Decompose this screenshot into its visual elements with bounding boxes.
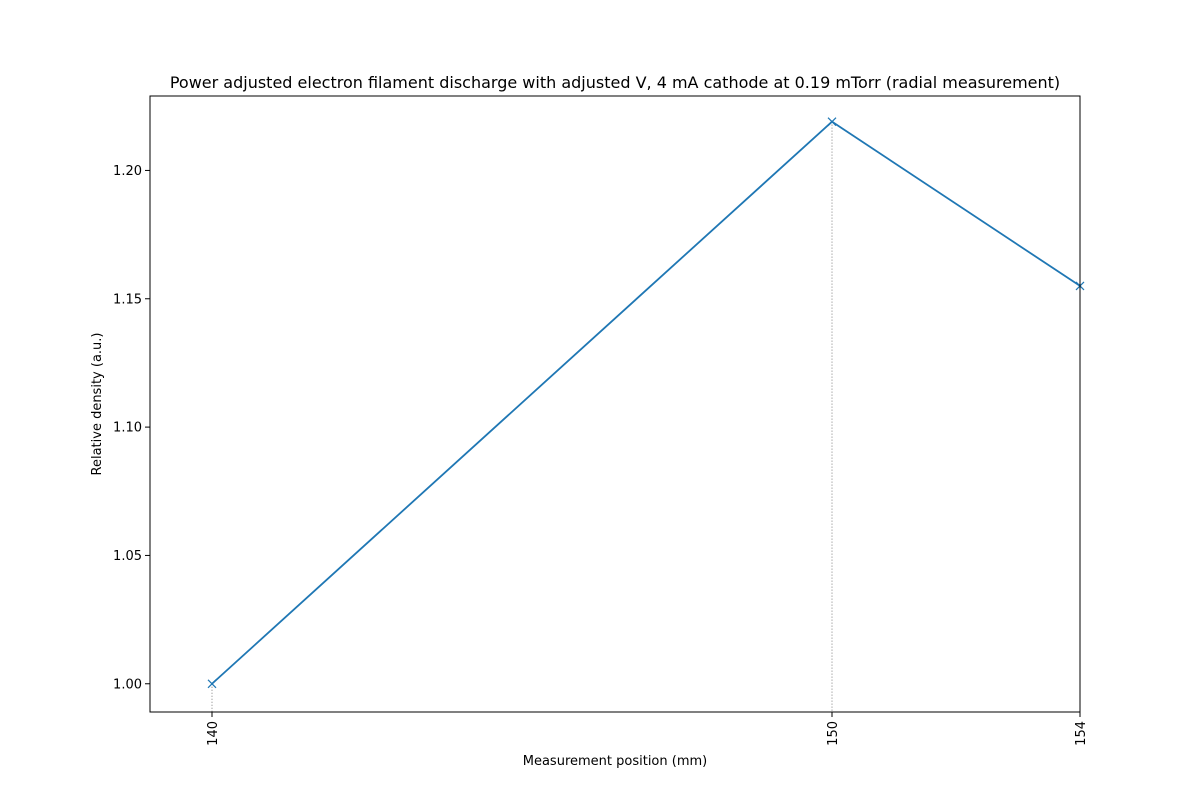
data-point-140 [207,679,217,689]
y-axis-ticks: 1.00 1.05 1.10 1.15 1.20 [113,164,150,692]
x-tick-label-150: 150 [826,721,841,746]
y-tick-label-2: 1.10 [113,421,142,436]
chart-title: Power adjusted electron filament dischar… [170,73,1060,92]
plot-area [150,96,1080,712]
x-tick-label-140: 140 [206,721,221,746]
y-tick-label-0: 1.00 [113,677,142,692]
axes-frame [149,95,1081,713]
x-tick-label-154: 154 [1074,721,1089,746]
y-tick-label-1: 1.05 [113,549,142,564]
y-tick-label-3: 1.15 [113,292,142,307]
x-axis-ticks: 140 150 154 [206,712,1089,746]
y-tick-label-4: 1.20 [113,164,142,179]
y-axis-label: Relative density (a.u.) [90,333,105,476]
data-point-150 [827,117,837,127]
x-axis-label: Measurement position (mm) [523,754,707,769]
